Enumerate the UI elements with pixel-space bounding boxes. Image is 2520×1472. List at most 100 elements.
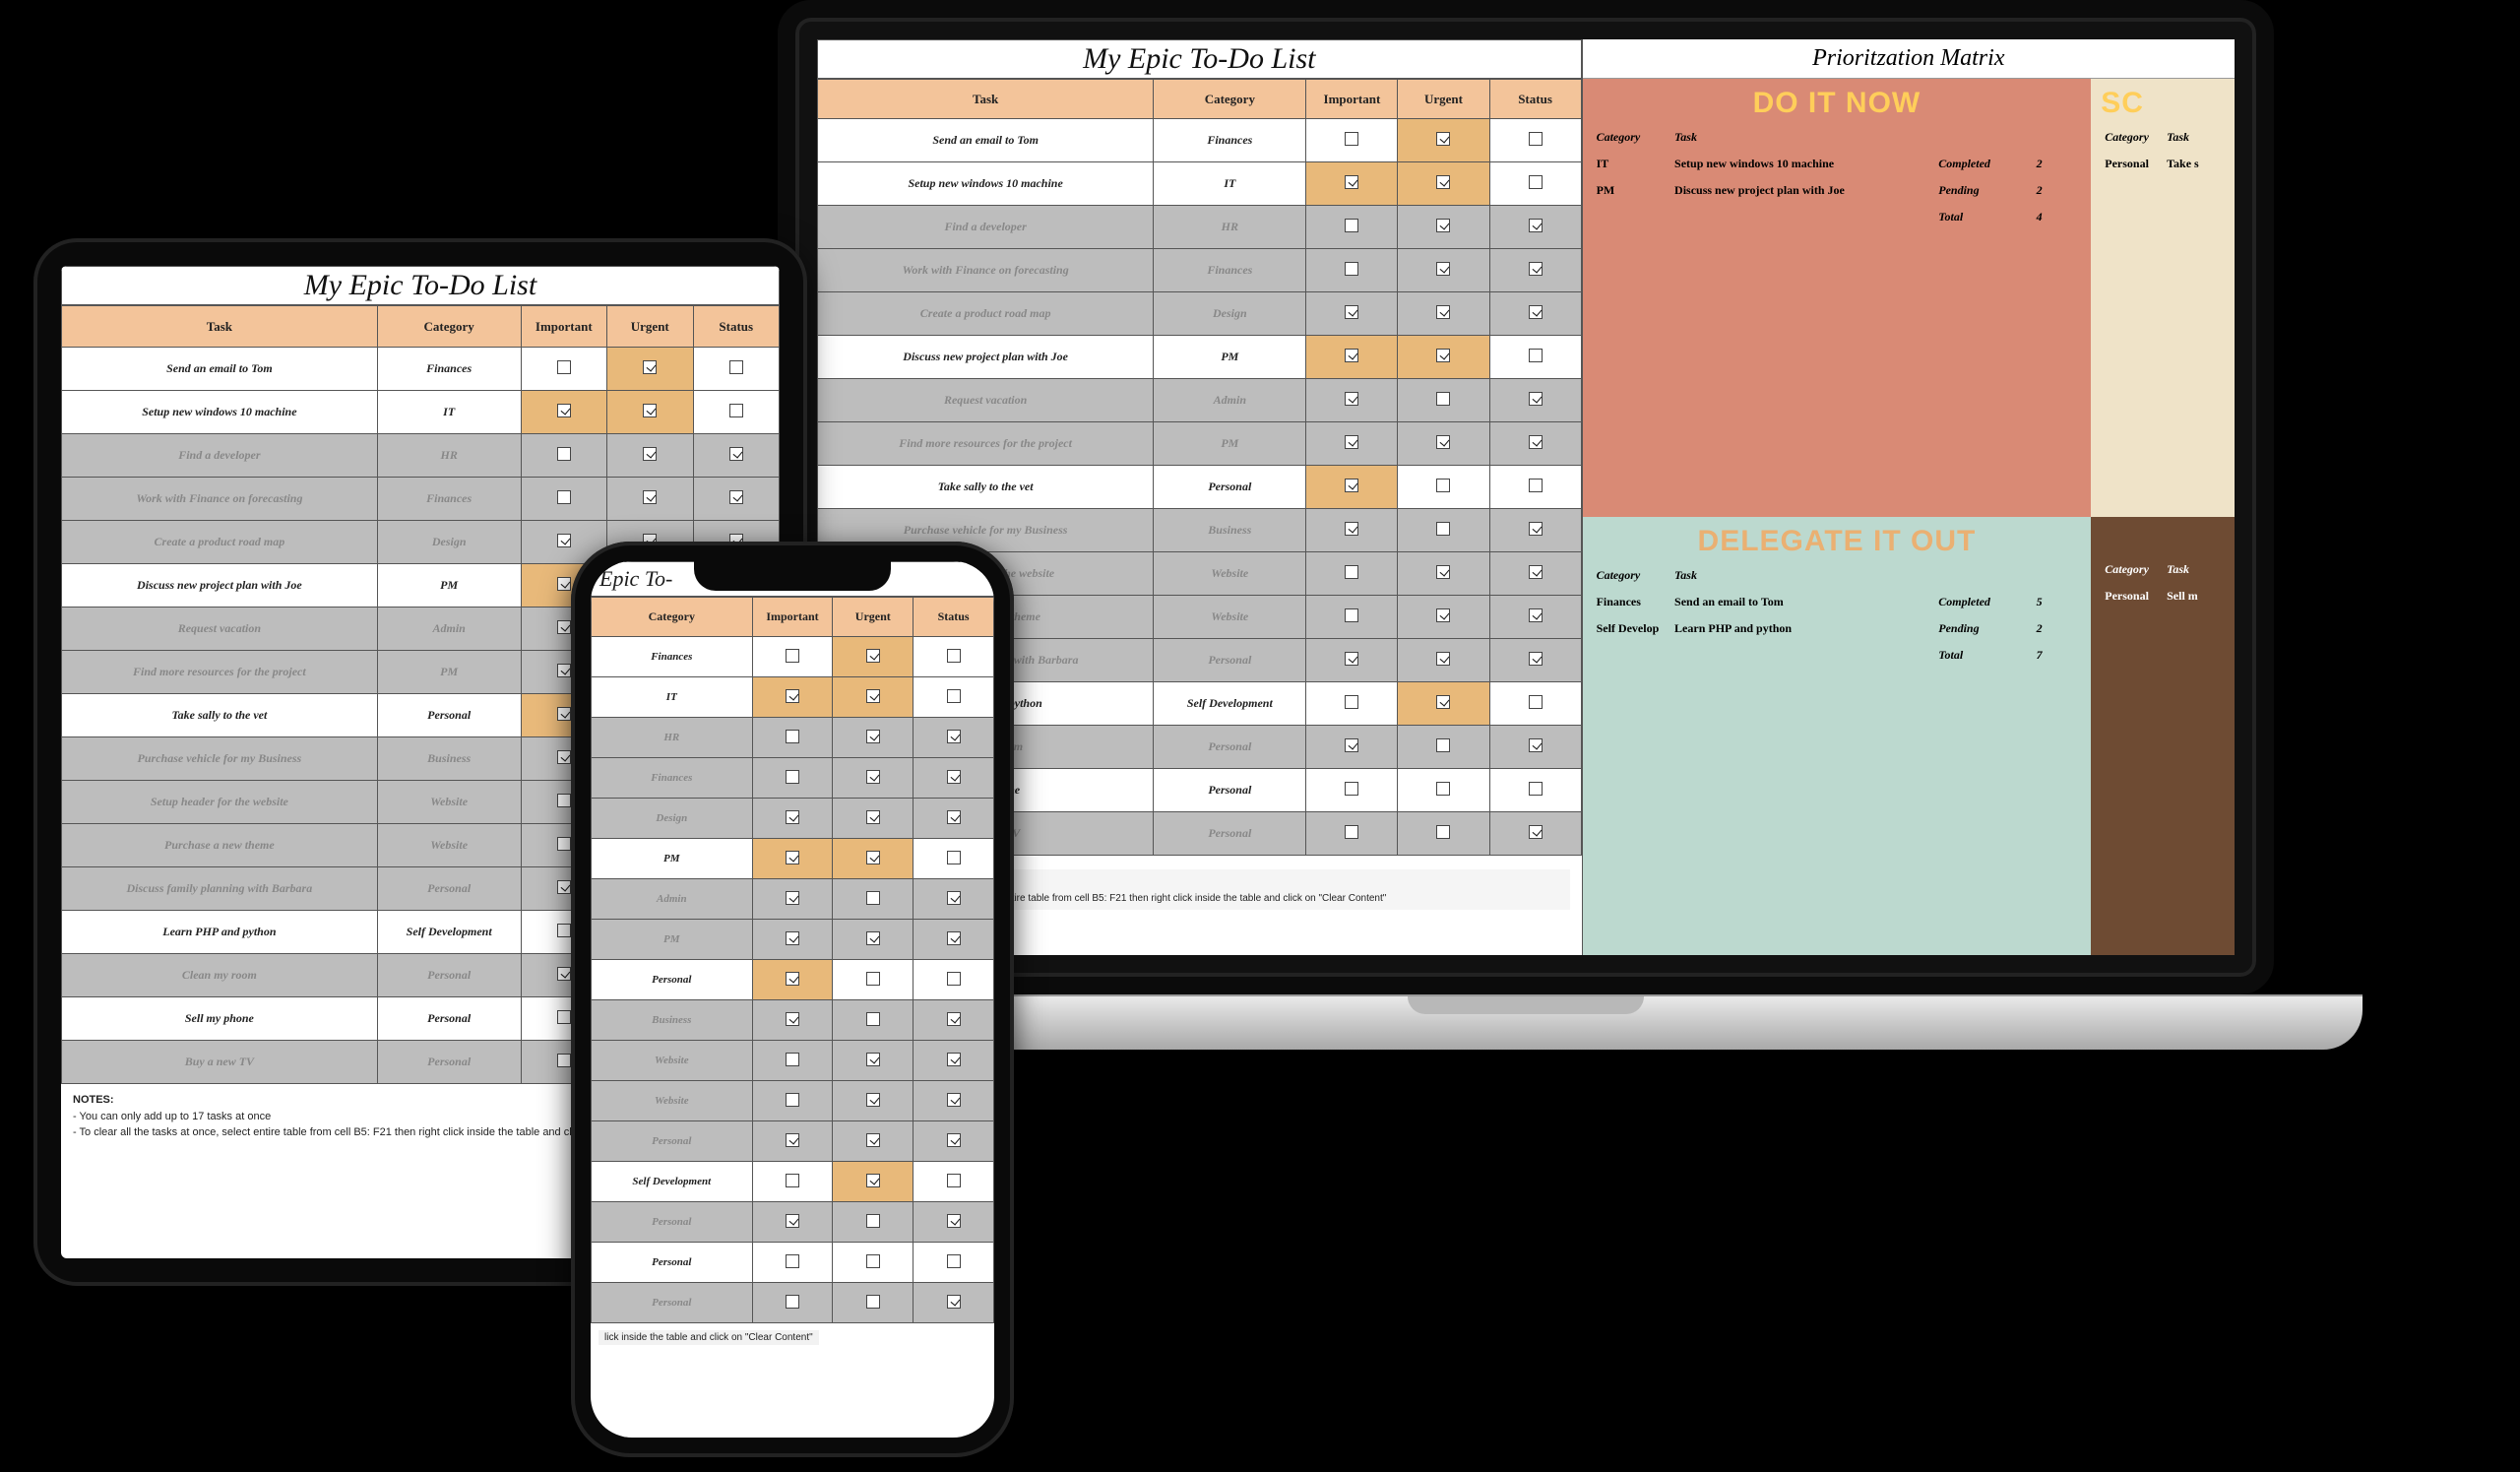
checkbox-checked[interactable] xyxy=(1529,305,1543,319)
checkbox-checked[interactable] xyxy=(1345,305,1358,319)
cell-important[interactable] xyxy=(1306,639,1398,682)
cell-important[interactable] xyxy=(1306,206,1398,249)
cell-important[interactable] xyxy=(1306,292,1398,336)
checkbox-checked[interactable] xyxy=(947,931,961,945)
cell-status[interactable] xyxy=(914,1162,994,1202)
cell-urgent[interactable] xyxy=(833,1041,914,1081)
cell-urgent[interactable] xyxy=(833,758,914,799)
cell-urgent[interactable] xyxy=(833,1162,914,1202)
table-row[interactable]: Website xyxy=(592,1081,994,1121)
cell-important[interactable] xyxy=(1306,336,1398,379)
table-row[interactable]: Work with Finance on forecastingFinances xyxy=(818,249,1582,292)
cell-urgent[interactable] xyxy=(833,718,914,758)
checkbox-checked[interactable] xyxy=(786,1133,799,1147)
checkbox[interactable] xyxy=(866,972,880,986)
table-row[interactable]: Self Development xyxy=(592,1162,994,1202)
cell-urgent[interactable] xyxy=(833,1081,914,1121)
cell-important[interactable] xyxy=(752,1000,833,1041)
checkbox[interactable] xyxy=(786,649,799,663)
checkbox[interactable] xyxy=(947,649,961,663)
cell-important[interactable] xyxy=(1306,682,1398,726)
checkbox-checked[interactable] xyxy=(729,490,743,504)
cell-status[interactable] xyxy=(914,799,994,839)
checkbox-checked[interactable] xyxy=(947,1214,961,1228)
checkbox-checked[interactable] xyxy=(947,1012,961,1026)
cell-urgent[interactable] xyxy=(1398,422,1489,466)
cell-urgent[interactable] xyxy=(1398,119,1489,162)
checkbox[interactable] xyxy=(1345,695,1358,709)
cell-urgent[interactable] xyxy=(833,1283,914,1323)
checkbox-checked[interactable] xyxy=(866,931,880,945)
cell-urgent[interactable] xyxy=(833,960,914,1000)
table-row[interactable]: Take sally to the vetPersonal xyxy=(818,466,1582,509)
cell-important[interactable] xyxy=(1306,466,1398,509)
checkbox-checked[interactable] xyxy=(643,360,657,374)
checkbox-checked[interactable] xyxy=(1436,132,1450,146)
table-row[interactable]: Personal xyxy=(592,960,994,1000)
checkbox-checked[interactable] xyxy=(866,770,880,784)
table-row[interactable]: Finances xyxy=(592,637,994,677)
cell-status[interactable] xyxy=(1489,726,1581,769)
cell-status[interactable] xyxy=(1489,769,1581,812)
cell-status[interactable] xyxy=(914,637,994,677)
cell-status[interactable] xyxy=(693,348,780,391)
checkbox[interactable] xyxy=(1345,132,1358,146)
checkbox[interactable] xyxy=(947,689,961,703)
checkbox[interactable] xyxy=(557,490,571,504)
cell-important[interactable] xyxy=(752,879,833,920)
checkbox-checked[interactable] xyxy=(786,891,799,905)
checkbox-checked[interactable] xyxy=(786,972,799,986)
checkbox-checked[interactable] xyxy=(557,534,571,547)
checkbox[interactable] xyxy=(557,447,571,461)
checkbox-checked[interactable] xyxy=(1529,522,1543,536)
checkbox-checked[interactable] xyxy=(786,810,799,824)
checkbox-checked[interactable] xyxy=(1529,565,1543,579)
cell-urgent[interactable] xyxy=(1398,509,1489,552)
cell-urgent[interactable] xyxy=(1398,379,1489,422)
cell-status[interactable] xyxy=(914,1041,994,1081)
checkbox[interactable] xyxy=(1345,782,1358,796)
cell-urgent[interactable] xyxy=(833,879,914,920)
checkbox-checked[interactable] xyxy=(866,1174,880,1187)
checkbox-checked[interactable] xyxy=(786,689,799,703)
checkbox-checked[interactable] xyxy=(1436,262,1450,276)
checkbox-checked[interactable] xyxy=(1345,349,1358,362)
checkbox-checked[interactable] xyxy=(643,447,657,461)
cell-urgent[interactable] xyxy=(833,1000,914,1041)
checkbox[interactable] xyxy=(947,972,961,986)
checkbox-checked[interactable] xyxy=(1436,349,1450,362)
checkbox[interactable] xyxy=(947,1254,961,1268)
checkbox-checked[interactable] xyxy=(866,1093,880,1107)
checkbox-checked[interactable] xyxy=(866,1133,880,1147)
cell-important[interactable] xyxy=(1306,726,1398,769)
cell-status[interactable] xyxy=(914,1243,994,1283)
cell-important[interactable] xyxy=(1306,379,1398,422)
checkbox-checked[interactable] xyxy=(1529,262,1543,276)
checkbox[interactable] xyxy=(786,1093,799,1107)
checkbox-checked[interactable] xyxy=(947,1295,961,1309)
cell-important[interactable] xyxy=(752,1121,833,1162)
checkbox-checked[interactable] xyxy=(1529,608,1543,622)
table-row[interactable]: Discuss new project plan with JoePM xyxy=(818,336,1582,379)
cell-status[interactable] xyxy=(914,718,994,758)
cell-important[interactable] xyxy=(1306,552,1398,596)
checkbox[interactable] xyxy=(786,770,799,784)
cell-urgent[interactable] xyxy=(1398,336,1489,379)
checkbox[interactable] xyxy=(729,404,743,417)
cell-important[interactable] xyxy=(1306,119,1398,162)
checkbox-checked[interactable] xyxy=(1529,219,1543,232)
cell-important[interactable] xyxy=(752,758,833,799)
table-row[interactable]: Design xyxy=(592,799,994,839)
cell-urgent[interactable] xyxy=(833,1202,914,1243)
cell-urgent[interactable] xyxy=(833,1121,914,1162)
checkbox-checked[interactable] xyxy=(786,931,799,945)
checkbox-checked[interactable] xyxy=(947,891,961,905)
cell-urgent[interactable] xyxy=(1398,726,1489,769)
cell-important[interactable] xyxy=(752,1243,833,1283)
table-row[interactable]: Find a developerHR xyxy=(62,434,780,478)
cell-status[interactable] xyxy=(914,879,994,920)
cell-important[interactable] xyxy=(1306,769,1398,812)
cell-urgent[interactable] xyxy=(833,1243,914,1283)
checkbox-checked[interactable] xyxy=(1529,825,1543,839)
cell-important[interactable] xyxy=(752,1202,833,1243)
